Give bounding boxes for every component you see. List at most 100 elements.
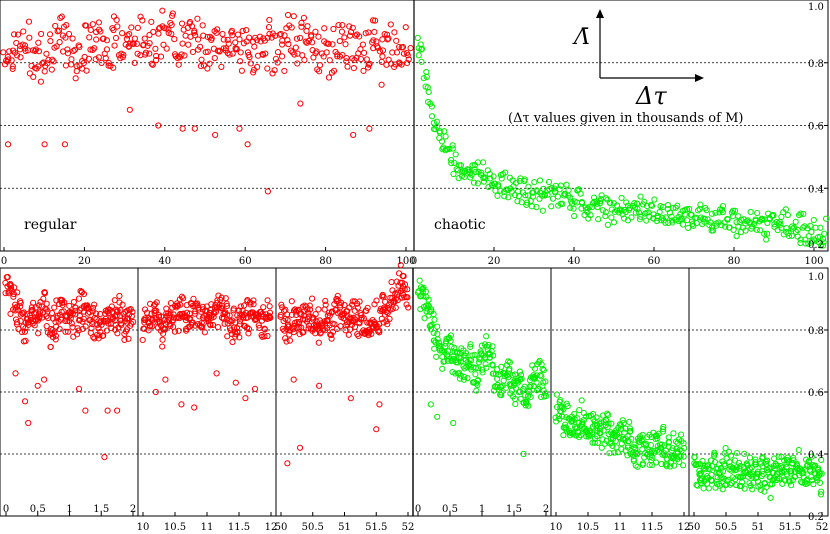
bottom-x-tick-label: 52 (816, 522, 829, 533)
chaotic-point (610, 219, 618, 226)
regular-detail-point (73, 331, 81, 338)
regular-point (169, 12, 176, 19)
chaotic-point (785, 232, 793, 240)
regular-point (87, 46, 94, 53)
chaotic-detail-point (445, 348, 452, 355)
chaotic-detail-point (462, 352, 469, 359)
chaotic-point (442, 133, 449, 140)
chaotic-detail-point (518, 375, 525, 382)
regular-point (349, 24, 356, 31)
regular-detail-point (82, 323, 89, 330)
regular-detail-point (52, 336, 59, 343)
regular-point (314, 66, 321, 73)
chaotic-point (794, 233, 801, 240)
regular-point (200, 62, 208, 69)
chaotic-point (719, 209, 726, 216)
regular-point (124, 32, 131, 39)
top-x-tick-label: 40 (568, 256, 581, 267)
regular-point (336, 37, 343, 45)
chaotic-point (497, 187, 504, 194)
chaotic-detail-point (430, 329, 437, 337)
chaotic-point (505, 194, 512, 201)
chaotic-point (449, 145, 456, 152)
regular-detail-point (149, 316, 156, 323)
chaotic-point (428, 103, 435, 110)
chaotic-point (559, 200, 566, 207)
chaotic-point (544, 191, 551, 198)
chaotic-detail-point (661, 452, 669, 459)
regular-detail-point (341, 301, 348, 309)
regular-detail-point (236, 334, 243, 341)
chaotic-detail-point (431, 316, 438, 323)
chaotic-detail-point (597, 419, 604, 426)
regular-detail-point (279, 325, 286, 332)
chaotic-detail-point (693, 460, 700, 468)
regular-detail-point (250, 301, 257, 308)
regular-detail-point (215, 304, 222, 311)
regular-point (338, 28, 346, 35)
regular-point (11, 31, 18, 38)
chaotic-point (686, 205, 693, 213)
chaotic-point (794, 226, 801, 234)
chaotic-detail-point (471, 351, 478, 358)
chaotic-detail-point (772, 460, 779, 468)
regular-point (359, 41, 367, 48)
regular-point (265, 24, 273, 31)
regular-detail-point (119, 301, 126, 308)
chaotic-detail-point (808, 453, 815, 460)
regular-point (309, 39, 316, 46)
regular-detail-point (223, 300, 230, 307)
regular-detail-point (218, 294, 225, 301)
chaotic-point (820, 239, 827, 246)
regular-point (95, 54, 102, 61)
regular-point-outlier (61, 141, 69, 148)
chaotic-point (694, 207, 702, 214)
regular-point (123, 35, 130, 43)
chaotic-detail-point (806, 466, 813, 473)
regular-detail-point (116, 292, 123, 300)
regular-detail-point (247, 301, 254, 308)
regular-point (279, 53, 286, 60)
regular-detail-point (159, 336, 166, 343)
regular-point (211, 54, 218, 62)
regular-point (140, 41, 147, 48)
regular-detail-point (245, 325, 253, 333)
chaotic-point (415, 52, 422, 59)
chaotic-point (571, 212, 578, 220)
chaotic-point (681, 211, 688, 218)
regular-detail-point (309, 295, 316, 302)
chaotic-point (738, 216, 745, 223)
chaotic-detail-point (558, 413, 566, 420)
chaotic-detail-point (472, 371, 479, 378)
chaotic-detail-point (804, 480, 811, 487)
regular-point (281, 67, 288, 75)
regular-detail-point (89, 304, 97, 311)
chaotic-point (449, 142, 456, 149)
bottom-x-tick-label: 50.5 (715, 522, 737, 533)
regular-point (47, 37, 54, 45)
regular-point-outlier (126, 106, 133, 113)
bottom-dividers (137, 268, 690, 516)
chaotic-point (536, 177, 544, 184)
regular-point (160, 41, 167, 48)
regular-point (259, 51, 266, 58)
regular-point (5, 56, 12, 63)
regular-point (329, 41, 336, 48)
chaotic-detail-point (447, 332, 454, 339)
regular-detail-point (389, 305, 396, 312)
regular-point (225, 40, 232, 47)
chaotic-detail-point (818, 456, 825, 464)
chaotic-point (666, 209, 673, 216)
regular-detail-point (174, 302, 181, 309)
regular-point (229, 50, 236, 57)
regular-point (287, 47, 294, 54)
bottom-x-tick-label: 51 (752, 522, 765, 533)
regular-detail-point (51, 304, 58, 311)
regular-point (72, 75, 79, 82)
bottom-x-tick-label: 51 (338, 522, 351, 533)
regular-detail-point (300, 328, 307, 336)
chaotic-detail-point (537, 372, 544, 379)
regular-detail-point (208, 301, 215, 308)
chaotic-detail-point (420, 293, 427, 300)
regular-point (206, 33, 214, 40)
